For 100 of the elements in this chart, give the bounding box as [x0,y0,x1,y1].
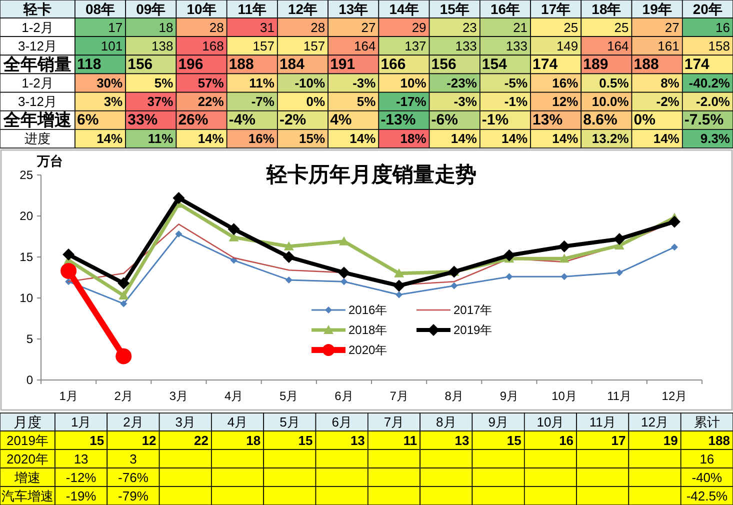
data-label: 28 [310,20,326,35]
data-label: -3% [454,94,478,110]
y-axis-title: 万台 [36,154,63,168]
y-tick-label: 10 [20,291,34,305]
y-tick-label: 1-2月 [22,76,54,90]
data-label: 0.5% [599,76,630,90]
data-label: 158 [708,38,730,54]
y-tick-label: 3-12月 [18,38,58,54]
x-tick-label: 10月 [536,414,564,430]
x-tick-label: 5月 [280,414,300,430]
data-label: 23 [462,20,477,35]
data-label: 13 [74,451,88,466]
y-tick-label: 15 [20,250,34,264]
legend-label: 2016年 [348,303,388,317]
data-label: 26% [178,112,208,129]
x-tick-label: 9月 [488,414,508,430]
data-label: 174 [532,56,558,73]
data-label: 19 [663,432,678,448]
x-tick-label: 14年 [389,1,419,17]
x-tick-label: 3月 [169,389,188,403]
legend-label: 2019年 [454,323,492,337]
data-label: 168 [202,38,224,54]
data-label: -2% [279,112,306,129]
data-label: 14% [450,131,478,146]
data-label: 30% [96,76,124,90]
x-tick-label: 18年 [592,1,622,17]
x-tick-label: 8月 [444,389,464,403]
data-label: 188 [634,56,659,73]
y-tick-label: 全年增速 [2,110,72,130]
data-label: 161 [658,38,680,54]
data-label: 15 [298,432,313,448]
x-tick-label: 2月 [123,414,144,430]
data-label: 17 [108,20,123,35]
x-tick-label: 17年 [541,1,571,17]
data-label: 138 [152,38,174,54]
y-tick-label: 进度 [24,131,50,146]
data-label: 191 [330,56,356,73]
data-label: -40% [692,470,723,485]
x-tick-label: 13年 [338,1,368,17]
x-tick-label: 20年 [692,1,722,17]
data-label: 11 [403,432,418,448]
data-label: 18 [246,432,261,448]
x-tick-label: 1月 [59,389,78,403]
data-label: -7.5% [684,112,724,129]
data-label: 16 [559,432,574,448]
data-label: 15 [506,432,522,448]
data-label: -6% [431,112,458,129]
data-label: -12% [66,470,97,485]
x-tick-label: 16年 [490,1,520,17]
data-label: 4% [330,112,352,129]
data-label: 16% [248,131,275,146]
data-label: 14% [653,131,680,146]
data-label: 149 [556,38,578,54]
data-label: 11% [249,76,275,90]
y-tick-label: 25 [20,168,34,182]
data-label: 189 [583,56,608,73]
data-label: 14% [350,131,376,146]
data-label: 14% [502,131,528,146]
x-tick-label: 6月 [334,389,354,403]
data-label: 164 [607,38,629,54]
y-tick-label: 0 [26,373,34,387]
x-tick-label: 10年 [186,1,216,17]
chart-title: 轻卡历年月度销量走势 [266,162,476,186]
x-tick-label: 4月 [224,389,244,403]
x-tick-label: 11月 [607,389,632,403]
data-label: 157 [303,38,326,54]
y-tick-label: 2020年 [6,451,48,466]
data-label: 12% [552,94,579,110]
data-label: 14% [96,131,124,146]
data-label: 15% [299,131,326,146]
x-tick-label: 08年 [86,1,116,17]
data-label: -42.5% [686,488,728,504]
data-label: 17 [611,432,626,448]
y-tick-label: 汽车增速 [2,488,54,504]
x-tick-label: 7月 [390,389,408,403]
data-label: -7% [251,94,275,110]
data-label: 16% [552,76,579,90]
x-tick-label: 5月 [280,389,298,403]
data-label: 27 [361,20,376,35]
data-label: 0% [634,112,656,129]
data-label: 29 [412,20,426,35]
y-tick-label: 20 [20,209,34,223]
x-tick-label: 15年 [440,1,470,17]
data-label: 13 [454,432,470,448]
data-label: 8% [660,76,680,90]
data-label: 133 [455,38,477,54]
x-tick-label: 19年 [642,1,672,17]
x-tick-label: 8月 [436,414,456,430]
data-label: 13% [532,112,563,129]
data-label: 25 [564,20,578,35]
data-label: 13 [350,432,365,448]
data-label: 25 [614,20,629,35]
data-label: 12 [142,432,156,448]
data-label: -19% [66,488,97,504]
data-label: 8.6% [583,112,618,129]
y-tick-label: 5 [26,332,34,346]
data-label: 0% [306,94,326,110]
x-tick-label: 9月 [500,389,519,403]
data-label: 16 [716,20,730,35]
data-label: 28 [209,20,224,35]
